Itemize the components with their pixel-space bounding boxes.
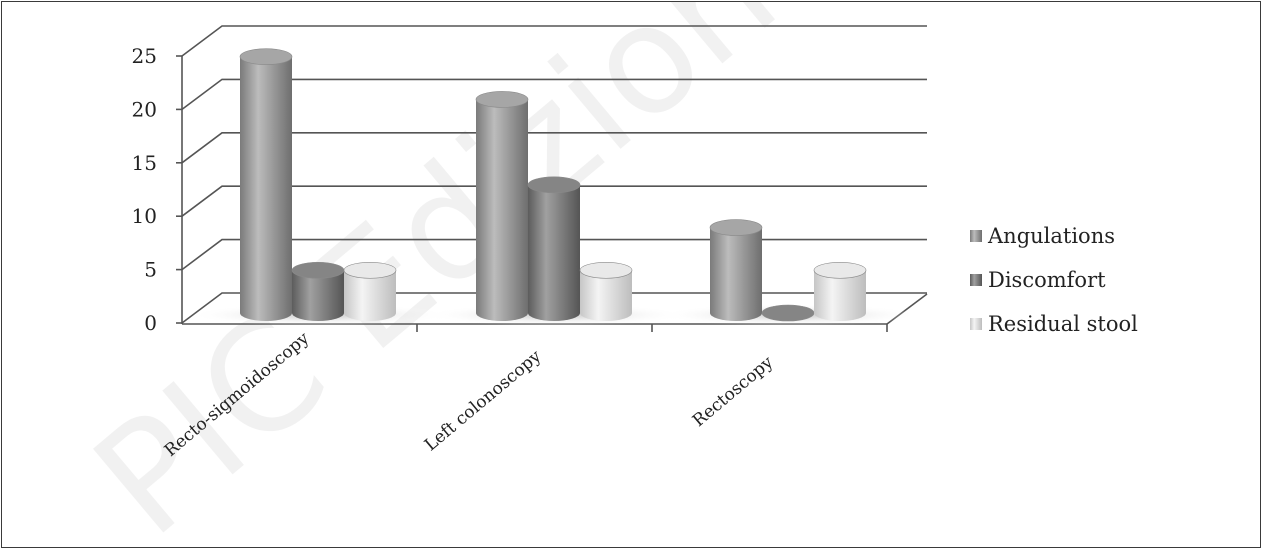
- y-tick-label: 5: [144, 258, 157, 282]
- legend-swatch: [970, 318, 982, 330]
- legend-label: Residual stool: [988, 312, 1138, 336]
- bar: [291, 261, 345, 321]
- bar: [579, 261, 633, 321]
- x-category-label: Left colonoscopy: [421, 346, 546, 455]
- gridline: [181, 78, 927, 111]
- gridline: [181, 238, 927, 271]
- y-tick-label: 20: [132, 97, 157, 121]
- gridline: [181, 132, 927, 164]
- bar: [527, 176, 581, 321]
- legend-swatch: [970, 230, 982, 242]
- y-tick-label: 10: [132, 204, 157, 228]
- bar: [475, 91, 529, 322]
- y-tick-label: 0: [144, 311, 157, 335]
- legend-label: Angulations: [987, 224, 1115, 248]
- x-category-label: Rectoscopy: [689, 352, 778, 431]
- y-tick-label: 15: [132, 151, 157, 175]
- legend-swatch: [970, 274, 982, 286]
- bar: [813, 261, 867, 321]
- gridline: [181, 25, 927, 57]
- legend-label: Discomfort: [988, 268, 1106, 292]
- bar: [709, 219, 763, 321]
- bar: [343, 261, 397, 321]
- bar: [761, 304, 815, 322]
- legend: Angulations Discomfort Residual stool: [970, 224, 1138, 336]
- gridline: [181, 185, 927, 217]
- y-tick-label: 25: [132, 44, 157, 68]
- bar: [239, 48, 293, 322]
